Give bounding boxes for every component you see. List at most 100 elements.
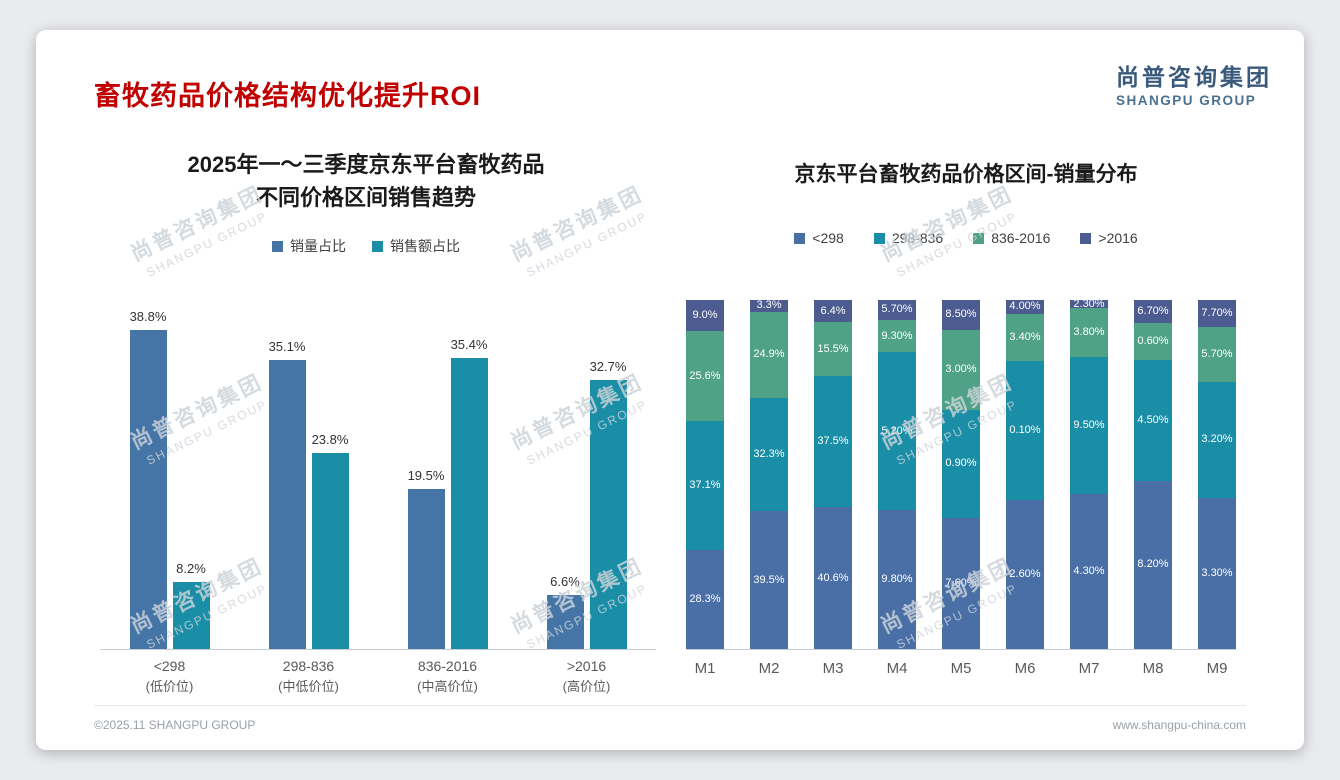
x-axis-label: 298-836 (中低价位) [239, 658, 378, 695]
segment-value-label: 37.1% [689, 479, 721, 491]
legend-swatch [272, 240, 283, 252]
segment-298-836: 0.90% [942, 409, 980, 518]
legend-label: >2016 [1098, 230, 1138, 246]
segment-value-label: 3.20% [1201, 433, 1233, 446]
bar-销量占比: 38.8% [129, 309, 167, 649]
chart2-title: 京东平台畜牧药品价格区间-销量分布 [794, 163, 1138, 186]
segment-value-label: 15.5% [817, 342, 849, 355]
x-axis-label: <298 (低价位) [100, 658, 239, 695]
segment->2016: 6.70% [1134, 300, 1172, 324]
bar-销售额占比: 32.7% [589, 359, 627, 649]
segment-value-label: 4.00% [1009, 300, 1041, 313]
segment-value-label: 9.0% [692, 309, 718, 322]
segment-<298: 4.30% [1070, 494, 1108, 649]
segment-value-label: 0.60% [1137, 335, 1169, 348]
segment-value-label: 3.3% [756, 299, 782, 312]
segment-value-label: 9.50% [1073, 418, 1105, 431]
legend-swatch [372, 240, 383, 252]
segment-value-label: 0.90% [945, 457, 977, 470]
stacked-bar-chart: 京东平台畜牧药品价格区间-销量分布 <298 298-836 836-2016 >20… [676, 148, 1256, 718]
footer-website: www.shangpu-china.com [1112, 718, 1246, 732]
chart1-title: 2025年一～三季度京东平台畜牧药品 不同价格区间销售趋势 [76, 148, 656, 214]
x-axis-label-line: (中高价位) [417, 679, 478, 694]
x-axis-label: M7 [1078, 660, 1100, 677]
segment-value-label: 3.80% [1073, 325, 1105, 338]
stacked-bar: 6.4% 15.5% 37.5% 40.6% [814, 300, 852, 649]
segment-298-836: 32.3% [750, 398, 788, 512]
legend-label: 销量占比 [290, 238, 346, 254]
segment-value-label: 9.80% [881, 573, 913, 586]
chart1-title-line1: 2025年一～三季度京东平台畜牧药品 [187, 152, 545, 177]
legend-item: 298-836 [873, 230, 943, 246]
bar-value-label: 35.1% [268, 339, 306, 355]
chart2-plot-area: 9.0% 25.6% 37.1% 28.3% 3.3% 24.9% 32.3% 39.5% 6.… [686, 298, 1236, 650]
segment-value-label: 28.3% [689, 593, 721, 606]
segment-value-label: 2.60% [1009, 568, 1041, 581]
segment-value-label: 3.30% [1201, 566, 1233, 579]
chart1-legend: 销量占比 销售额占比 [76, 236, 656, 256]
segment->2016: 7.70% [1198, 300, 1236, 328]
segment-<298: 7.60% [942, 517, 980, 649]
segment-836-2016: 9.30% [878, 319, 916, 353]
bar-销售额占比: 8.2% [172, 561, 210, 649]
segment->2016: 5.70% [878, 300, 916, 320]
segment->2016: 6.4% [814, 300, 852, 323]
x-axis-label-line: (低价位) [145, 679, 194, 694]
segment-value-label: 4.50% [1137, 414, 1169, 427]
segment->2016: 3.3% [750, 300, 788, 312]
segment-value-label: 6.4% [820, 304, 846, 317]
segment-value-label: 32.3% [753, 448, 785, 461]
x-axis-label: M1 [694, 660, 716, 677]
stacked-bar: 3.3% 24.9% 32.3% 39.5% [750, 300, 788, 649]
bar-group: 35.1% 23.8% [268, 320, 349, 649]
segment-value-label: 8.20% [1137, 558, 1169, 571]
chart2-legend: <298 298-836 836-2016 >2016 [676, 230, 1256, 246]
segment-836-2016: 5.70% [1198, 327, 1236, 383]
segment-value-label: 8.50% [945, 308, 977, 321]
x-axis-label: M3 [822, 660, 844, 677]
segment-836-2016: 25.6% [686, 331, 724, 421]
slide-footer: ©2025.11 SHANGPU GROUP www.shangpu-china… [94, 705, 1246, 732]
bar-value-label: 38.8% [129, 308, 167, 324]
segment-value-label: 5.70% [881, 303, 913, 316]
bar-group: 6.6% 32.7% [546, 320, 627, 649]
bar-销售额占比: 23.8% [311, 432, 349, 649]
segment-298-836: 0.10% [1006, 360, 1044, 501]
legend-label: <298 [812, 230, 844, 246]
segment-298-836: 9.50% [1070, 356, 1108, 495]
segment-<298: 28.3% [686, 550, 724, 649]
segment-value-label: 5.20% [881, 424, 913, 437]
segment-value-label: 0.10% [1009, 424, 1041, 437]
bar-value-label: 35.4% [450, 336, 488, 352]
segment-value-label: 25.6% [689, 369, 721, 382]
segment-value-label: 39.5% [753, 573, 785, 586]
legend-label: 836-2016 [991, 230, 1051, 246]
x-axis-label-line: 298-836 [282, 658, 335, 674]
bar-value-label: 19.5% [407, 467, 445, 483]
segment-836-2016: 3.80% [1070, 308, 1108, 357]
stacked-bar: 9.0% 25.6% 37.1% 28.3% [686, 300, 724, 649]
chart1-plot-area: 38.8% 8.2% 35.1% 23.8% 19.5% 35.4% 6.6% 32.7% [100, 309, 656, 650]
segment-value-label: 5.70% [1201, 348, 1233, 361]
segment-836-2016: 3.00% [942, 329, 980, 410]
chart1-title-line2: 不同价格区间销售趋势 [255, 185, 476, 210]
legend-swatch [794, 232, 806, 244]
segment-298-836: 37.1% [686, 420, 724, 551]
legend-swatch [1080, 232, 1092, 244]
bar-value-label: 23.8% [311, 432, 349, 448]
segment->2016: 2.30% [1070, 298, 1108, 309]
segment-<298: 9.80% [878, 510, 916, 649]
x-axis-label: M9 [1206, 660, 1228, 677]
legend-item: <298 [794, 230, 844, 246]
segment-836-2016: 3.40% [1006, 313, 1044, 361]
segment->2016: 8.50% [942, 300, 980, 330]
segment->2016: 4.00% [1006, 300, 1044, 314]
stacked-bar: 8.50% 3.00% 0.90% 7.60% [942, 300, 980, 649]
segment-298-836: 4.50% [1134, 360, 1172, 481]
x-axis-label-line: 836-2016 [417, 658, 478, 674]
segment-<298: 8.20% [1134, 480, 1172, 649]
segment-value-label: 3.00% [945, 363, 977, 376]
stacked-bar: 5.70% 9.30% 5.20% 9.80% [878, 300, 916, 649]
logo-cn-text: 尚普咨询集团 [1116, 64, 1272, 90]
x-axis-label-line: (中低价位) [278, 679, 339, 694]
